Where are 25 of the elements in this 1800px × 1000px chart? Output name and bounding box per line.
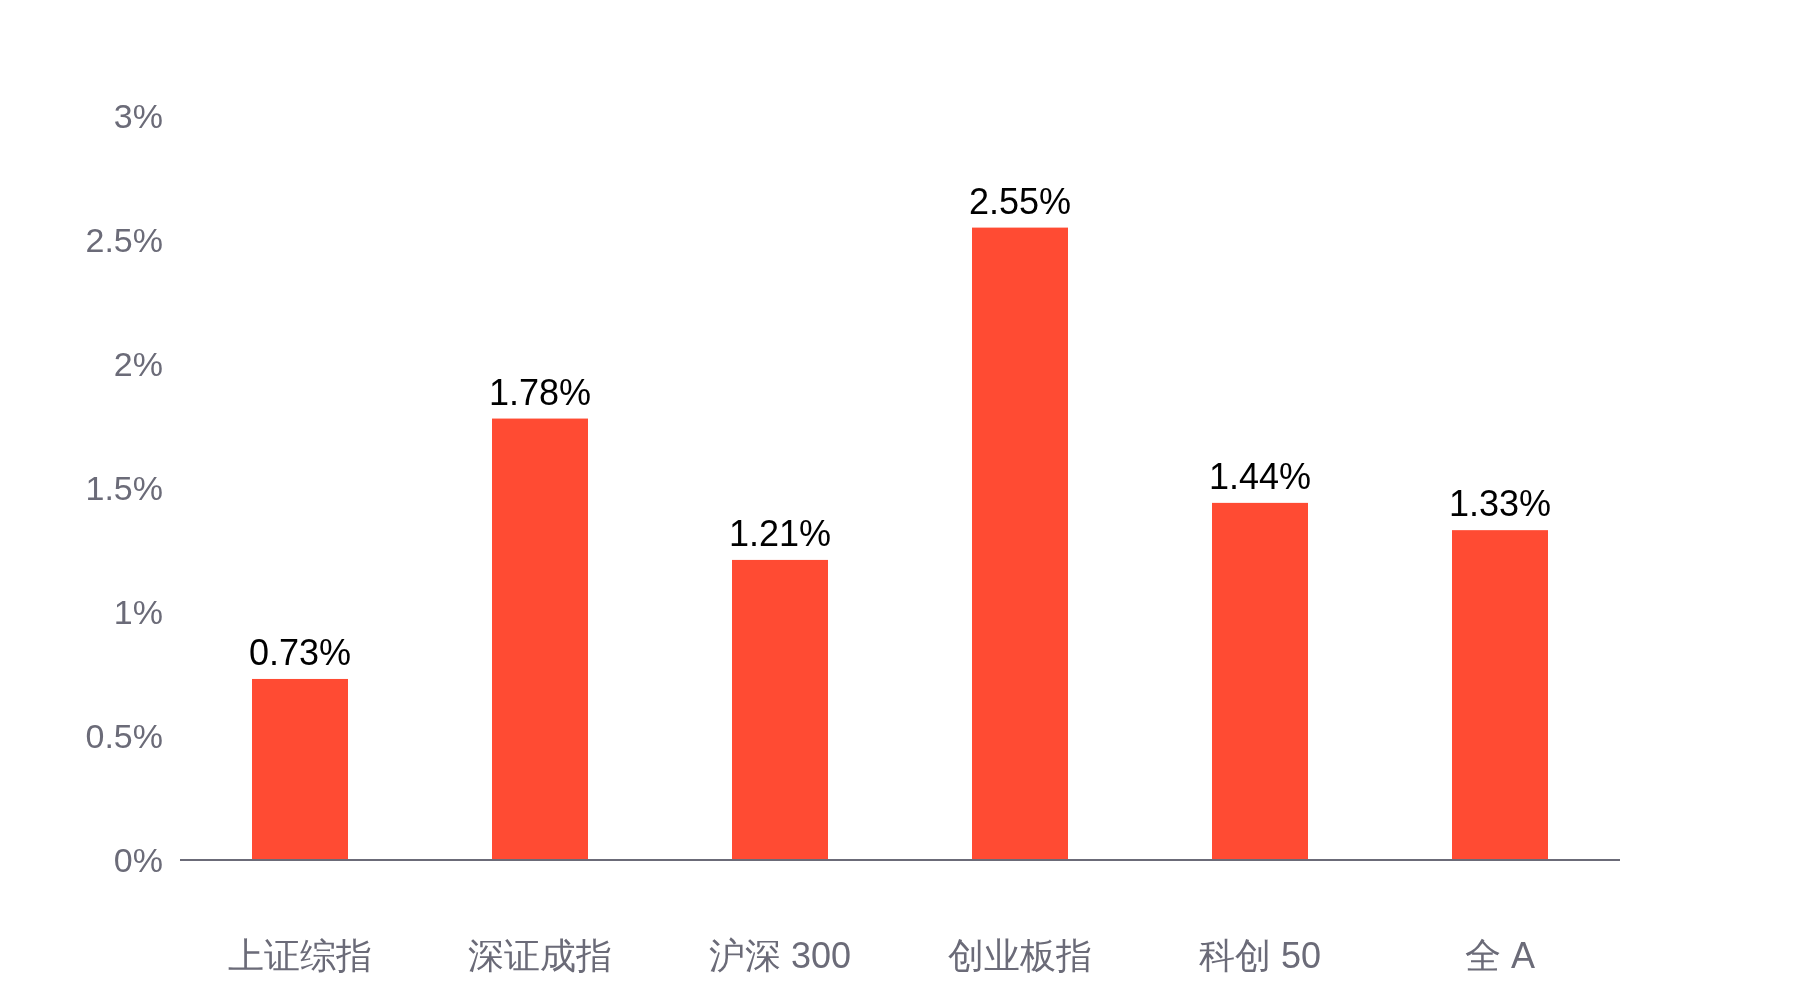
x-tick-label: 沪深 300: [708, 934, 852, 976]
bar: [492, 418, 588, 860]
x-tick-label: 科创 50: [1198, 934, 1322, 976]
y-tick-label: 0.5%: [85, 717, 163, 755]
x-tick-label: 深证成指: [468, 934, 612, 976]
bar: [252, 678, 348, 860]
y-tick-label: 1%: [113, 593, 163, 631]
x-tick-label: 上证综指: [228, 934, 372, 976]
y-tick-label: 0%: [113, 841, 163, 879]
data-label: 1.21%: [728, 512, 832, 554]
y-tick-label: 2%: [113, 345, 163, 383]
bar: [732, 559, 828, 860]
y-tick-label: 1.5%: [85, 469, 163, 507]
data-label: 1.33%: [1448, 483, 1552, 525]
data-label: 1.44%: [1208, 455, 1312, 497]
bar: [1212, 502, 1308, 860]
data-label: 0.73%: [248, 631, 352, 673]
bar: [972, 227, 1068, 860]
y-tick-label: 2.5%: [85, 221, 163, 259]
data-label: 1.78%: [488, 371, 592, 413]
data-label: 2.55%: [968, 180, 1072, 222]
y-tick-label: 3%: [113, 97, 163, 135]
x-tick-label: 创业板指: [948, 934, 1092, 976]
bar: [1452, 530, 1548, 860]
x-tick-label: 全 A: [1464, 934, 1536, 976]
